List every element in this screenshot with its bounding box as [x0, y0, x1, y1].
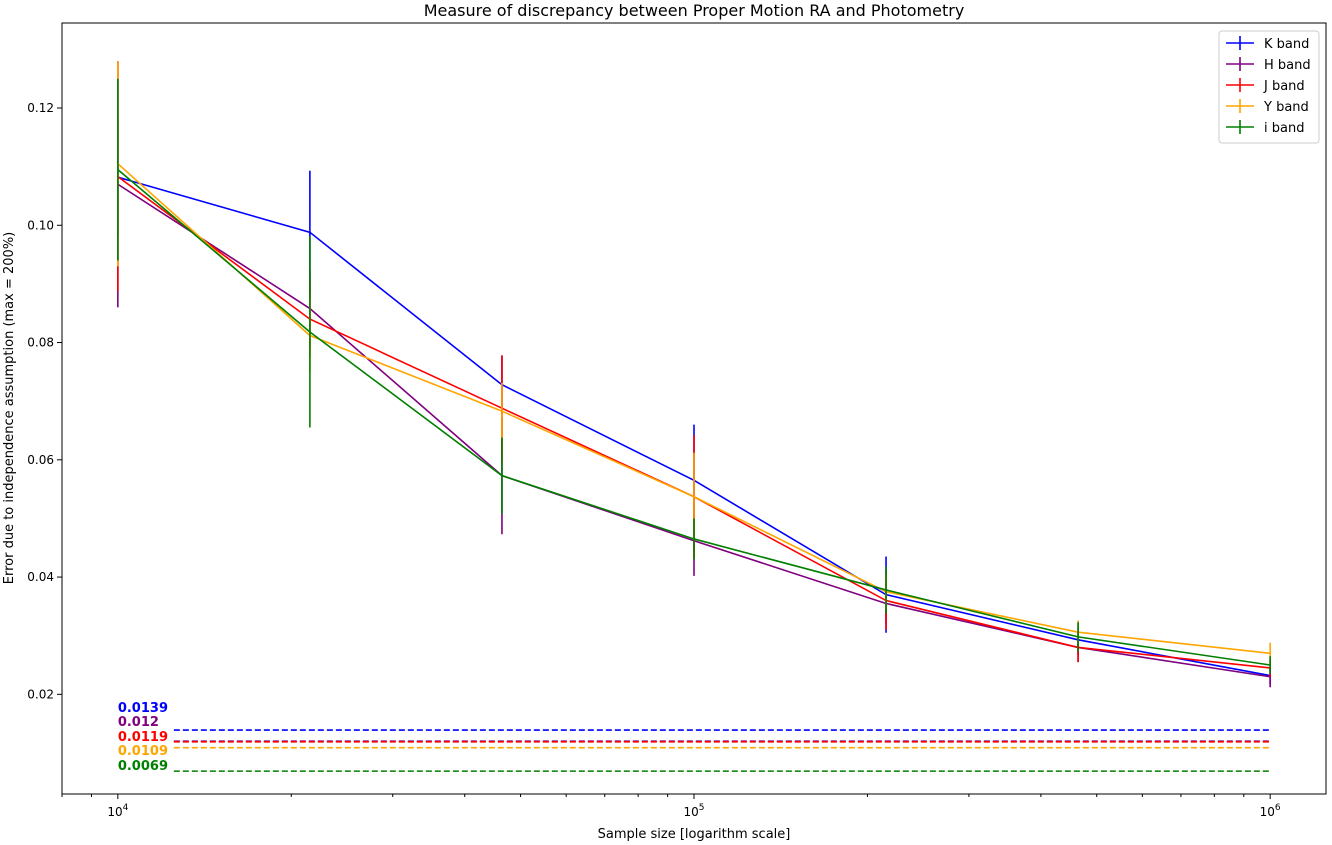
reference-line-label: 0.012 [118, 715, 159, 730]
axes-frame [61, 22, 1327, 795]
x-axis: 104 105 106 [61, 794, 1281, 819]
x-tick-label: 104 [107, 803, 128, 819]
legend-entry: H band [1264, 58, 1311, 73]
y-tick-label: 0.02 [27, 687, 54, 701]
y-tick-label: 0.06 [27, 453, 54, 467]
legend-entry: Y band [1263, 100, 1309, 115]
series-line [117, 175, 1271, 669]
chart-title: Measure of discrepancy between Proper Mo… [424, 1, 965, 20]
legend-entry: J band [1263, 79, 1305, 94]
legend-box [1218, 30, 1320, 144]
x-axis-label: Sample size [logarithm scale] [598, 827, 791, 842]
y-tick-label: 0.10 [27, 218, 54, 232]
x-tick-label: 106 [1260, 803, 1281, 819]
reference-line-label: 0.0139 [118, 701, 168, 716]
series-line [117, 163, 1271, 655]
x-tick-label: 105 [683, 803, 704, 819]
reference-line-label: 0.0119 [118, 730, 168, 745]
reference-line-label: 0.0109 [118, 744, 168, 759]
y-tick-label: 0.12 [27, 101, 54, 115]
legend-entry: K band [1264, 37, 1309, 52]
series-line [117, 168, 1271, 666]
y-tick-label: 0.04 [27, 570, 54, 584]
reference-line-label: 0.0069 [118, 759, 168, 774]
legend: K band H band J band Y band i band [1218, 30, 1320, 144]
y-axis: 0.02 0.04 0.06 0.08 0.10 0.12 [27, 101, 62, 701]
y-axis-label: Error due to independence assumption (ma… [2, 232, 17, 584]
legend-entry: i band [1264, 121, 1304, 136]
y-tick-label: 0.08 [27, 336, 54, 350]
